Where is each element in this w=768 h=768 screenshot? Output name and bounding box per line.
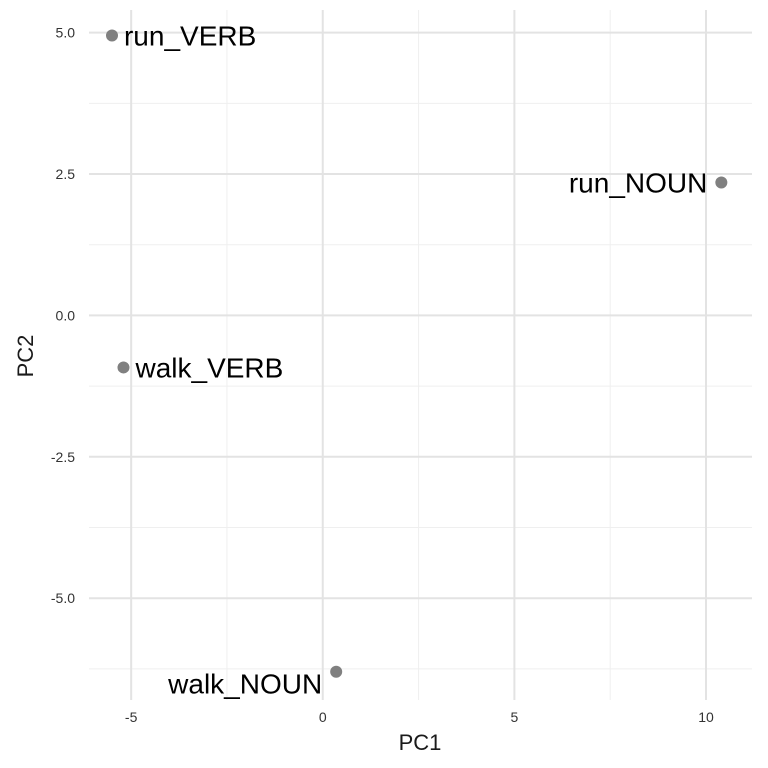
point-labels: run_VERB run_NOUN walk_VERB walk_NOUN — [124, 20, 707, 699]
point-label: run_NOUN — [569, 168, 707, 199]
y-tick-label: 5.0 — [56, 25, 76, 41]
data-point — [117, 361, 130, 374]
gridlines — [89, 10, 752, 700]
data-point — [330, 665, 343, 678]
x-axis-title: PC1 — [399, 730, 442, 755]
x-axis-ticks: -5 0 5 10 — [125, 709, 714, 725]
point-label: walk_VERB — [134, 352, 283, 383]
data-point — [715, 176, 728, 189]
y-axis-ticks: -5.0 -2.5 0.0 2.5 5.0 — [51, 25, 75, 607]
x-tick-label: 10 — [698, 709, 714, 725]
y-tick-label: -5.0 — [51, 590, 75, 606]
x-tick-label: -5 — [125, 709, 138, 725]
y-tick-label: 2.5 — [56, 166, 76, 182]
data-point — [105, 29, 118, 42]
y-axis-title: PC2 — [13, 335, 38, 378]
point-label: walk_NOUN — [167, 669, 322, 700]
point-label: run_VERB — [124, 20, 256, 51]
data-points — [105, 29, 728, 678]
x-tick-label: 0 — [319, 709, 327, 725]
y-tick-label: 0.0 — [56, 307, 76, 323]
x-tick-label: 5 — [510, 709, 518, 725]
y-tick-label: -2.5 — [51, 449, 75, 465]
